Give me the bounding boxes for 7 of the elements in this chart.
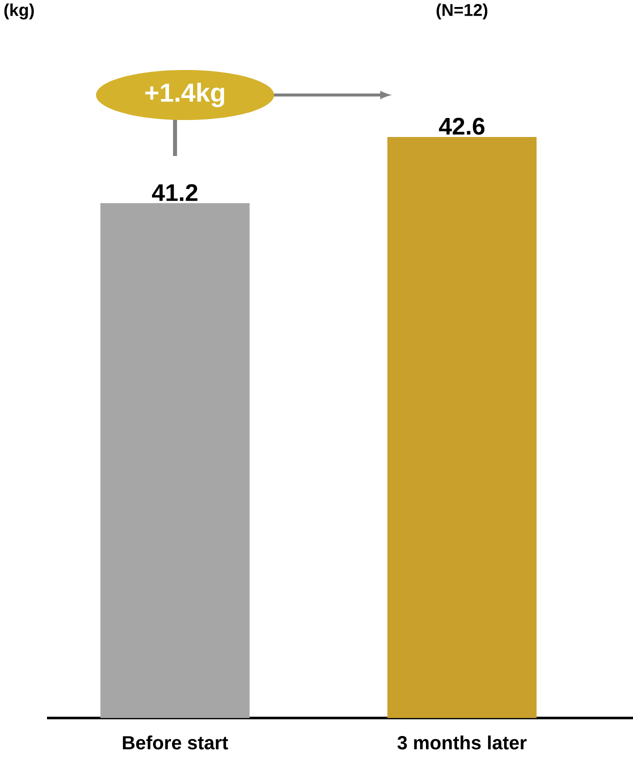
text: (N=12) (436, 4, 488, 20)
x-tick-label: Before start (122, 736, 228, 750)
data-label: 41.2 (152, 184, 198, 201)
x-tick-label: 3 months later (397, 736, 527, 750)
text: (kg) (4, 4, 34, 20)
data-label: 42.6 (438, 118, 484, 135)
text: +1.4kg (145, 82, 224, 108)
